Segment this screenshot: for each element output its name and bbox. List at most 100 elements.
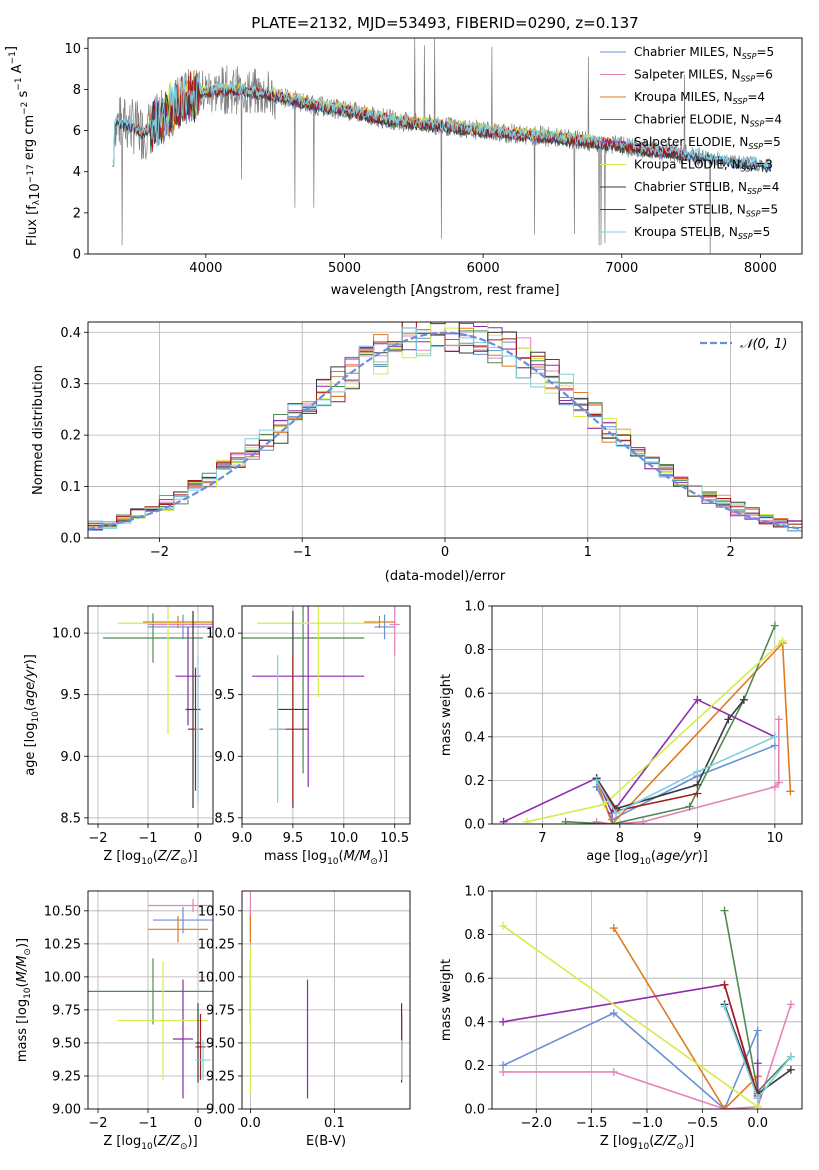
y-tick-label: 9.00 bbox=[206, 1103, 235, 1118]
y-tick-label: 8.5 bbox=[214, 811, 235, 826]
spectrum-chart: 4000 5000 6000 7000 8000 0 2 4 6 8 10 wavelength [A… bbox=[4, 37, 803, 298]
mass-weight-marker bbox=[609, 1009, 618, 1018]
mass-weight-marker bbox=[720, 1002, 729, 1011]
weight_vs_z-chart: −2.0 −1.5 −1.0 −0.5 0.0 0.0 0.2 0.4 0.6 0.8 1.0 mas… bbox=[439, 885, 803, 1152]
mass-weight-marker bbox=[778, 636, 787, 645]
mass-weight-marker bbox=[739, 695, 748, 704]
legend-entry: Kroupa ELODIE, NSSP=3 bbox=[634, 158, 773, 174]
mass_vs_ebv-plot-area bbox=[242, 891, 410, 1109]
mass-weight-marker bbox=[499, 817, 508, 824]
spectrum-plot-area bbox=[112, 38, 772, 254]
y-tick-label: 10 bbox=[64, 42, 81, 57]
mass-weight-marker bbox=[639, 817, 648, 824]
mass-weight-marker bbox=[786, 1065, 795, 1074]
mass-weight-marker bbox=[774, 778, 783, 787]
mass-weight-marker bbox=[753, 1059, 762, 1068]
y-tick-label: 9.50 bbox=[206, 1036, 235, 1051]
x-axis-label: Z [log10(Z/Z⊙)] bbox=[103, 1134, 197, 1152]
mass_vs_z-chart: −2 −1 0 9.00 9.25 9.50 9.75 10.00 10.25 10.50 Z [l… bbox=[15, 890, 214, 1152]
y-tick-label: 4 bbox=[73, 165, 81, 180]
mass-weight-line bbox=[565, 625, 776, 824]
y-axis-label: mass weight bbox=[439, 674, 454, 756]
x-tick-label: 9 bbox=[693, 831, 701, 846]
mass_vs_ebv-chart: 0.0 0.1 9.00 9.25 9.50 9.75 10.00 10.25 10.50 E(B… bbox=[198, 890, 411, 1149]
x-axis-label: (data-model)/error bbox=[385, 569, 506, 584]
y-tick-label: 0.4 bbox=[60, 326, 81, 341]
mass-weight-line bbox=[503, 1004, 792, 1109]
mass-weight-marker bbox=[522, 817, 531, 824]
x-axis-label: E(B-V) bbox=[306, 1134, 346, 1149]
y-tick-label: 9.00 bbox=[52, 1103, 81, 1118]
y-tick-label: 10.50 bbox=[44, 904, 81, 919]
y-tick-label: 0.8 bbox=[464, 643, 485, 658]
mass-weight-marker bbox=[693, 789, 702, 798]
x-axis-label: wavelength [Angstrom, rest frame] bbox=[331, 283, 560, 298]
axes-frame bbox=[87, 890, 214, 1110]
mass-weight-marker bbox=[720, 906, 729, 915]
mass-weight-marker bbox=[774, 715, 783, 724]
y-tick-label: 0.2 bbox=[464, 1059, 485, 1074]
mass-weight-marker bbox=[592, 817, 601, 824]
mass-weight-line bbox=[723, 984, 759, 1097]
y-tick-label: 10.0 bbox=[206, 627, 235, 642]
y-tick-label: 0.1 bbox=[60, 480, 81, 495]
weight_vs_age-chart: 7 8 9 10 0.0 0.2 0.4 0.6 0.8 1.0 mass weight age [l… bbox=[439, 600, 803, 867]
x-tick-label: 8 bbox=[616, 831, 624, 846]
x-tick-label: 0.0 bbox=[747, 1116, 768, 1131]
x-tick-label: −1 bbox=[138, 831, 157, 846]
y-tick-label: 8 bbox=[73, 83, 81, 98]
y-tick-label: 1.0 bbox=[464, 885, 485, 900]
mass-weight-line bbox=[595, 736, 776, 815]
x-tick-label: 6000 bbox=[467, 261, 500, 276]
y-tick-label: 9.0 bbox=[214, 750, 235, 765]
x-tick-label: 0 bbox=[441, 545, 449, 560]
x-axis-label: mass [log10(M/M⊙)] bbox=[264, 849, 388, 867]
y-tick-label: 0.2 bbox=[464, 774, 485, 789]
legend-entry: Chabrier ELODIE, NSSP=4 bbox=[634, 113, 782, 129]
y-tick-label: 9.25 bbox=[52, 1069, 81, 1084]
legend-entry: Salpeter STELIB, NSSP=5 bbox=[634, 203, 778, 219]
y-tick-label: 0.0 bbox=[464, 1103, 485, 1118]
mass-weight-marker bbox=[770, 741, 779, 750]
y-axis-label: age [log10(age/yr)] bbox=[23, 654, 41, 776]
mass-weight-marker bbox=[561, 817, 570, 824]
y-tick-label: 0 bbox=[73, 248, 81, 263]
x-tick-label: 10 bbox=[767, 831, 784, 846]
spectrum-legend: Chabrier MILES, NSSP=5 Salpeter MILES, NS… bbox=[600, 45, 782, 241]
y-tick-label: 6 bbox=[73, 124, 81, 139]
mass-weight-marker bbox=[592, 776, 601, 785]
mass-weight-marker bbox=[770, 782, 779, 791]
x-tick-label: 9.0 bbox=[232, 831, 253, 846]
y-tick-label: 0.4 bbox=[464, 1015, 485, 1030]
residual-histogram bbox=[88, 327, 802, 531]
x-tick-label: −1.5 bbox=[576, 1116, 608, 1131]
axes-frame bbox=[491, 890, 803, 1110]
residuals-plot-area bbox=[88, 322, 802, 538]
normal-reference-curve bbox=[88, 331, 802, 531]
x-tick-label: 9.5 bbox=[283, 831, 304, 846]
y-tick-label: 10.25 bbox=[44, 937, 81, 952]
mass-weight-marker bbox=[786, 1052, 795, 1061]
mass-weight-marker bbox=[770, 621, 779, 630]
x-tick-label: 10.5 bbox=[380, 831, 409, 846]
legend-entry: Chabrier MILES, NSSP=5 bbox=[634, 45, 774, 61]
mass-weight-marker bbox=[720, 980, 729, 989]
y-tick-label: 0.2 bbox=[60, 429, 81, 444]
legend-entry: Chabrier STELIB, NSSP=4 bbox=[634, 180, 779, 196]
y-tick-label: 8.5 bbox=[60, 811, 81, 826]
residual-histogram bbox=[88, 322, 802, 527]
x-tick-label: 1 bbox=[584, 545, 592, 560]
age_vs_z-plot-area bbox=[88, 606, 213, 824]
mass-weight-marker bbox=[770, 732, 779, 741]
legend-entry: Salpeter ELODIE, NSSP=5 bbox=[634, 135, 781, 151]
mass-weight-line bbox=[502, 925, 759, 1108]
x-tick-label: 7 bbox=[538, 831, 546, 846]
axes-frame bbox=[87, 37, 803, 255]
y-tick-label: 10.0 bbox=[52, 627, 81, 642]
weight_vs_z-plot-area bbox=[492, 891, 802, 1109]
y-tick-label: 0.3 bbox=[60, 377, 81, 392]
mass-weight-marker bbox=[693, 767, 702, 776]
age_vs_mass-plot-area bbox=[242, 606, 410, 824]
mass-weight-marker bbox=[693, 780, 702, 789]
mass-weight-marker bbox=[724, 715, 733, 724]
